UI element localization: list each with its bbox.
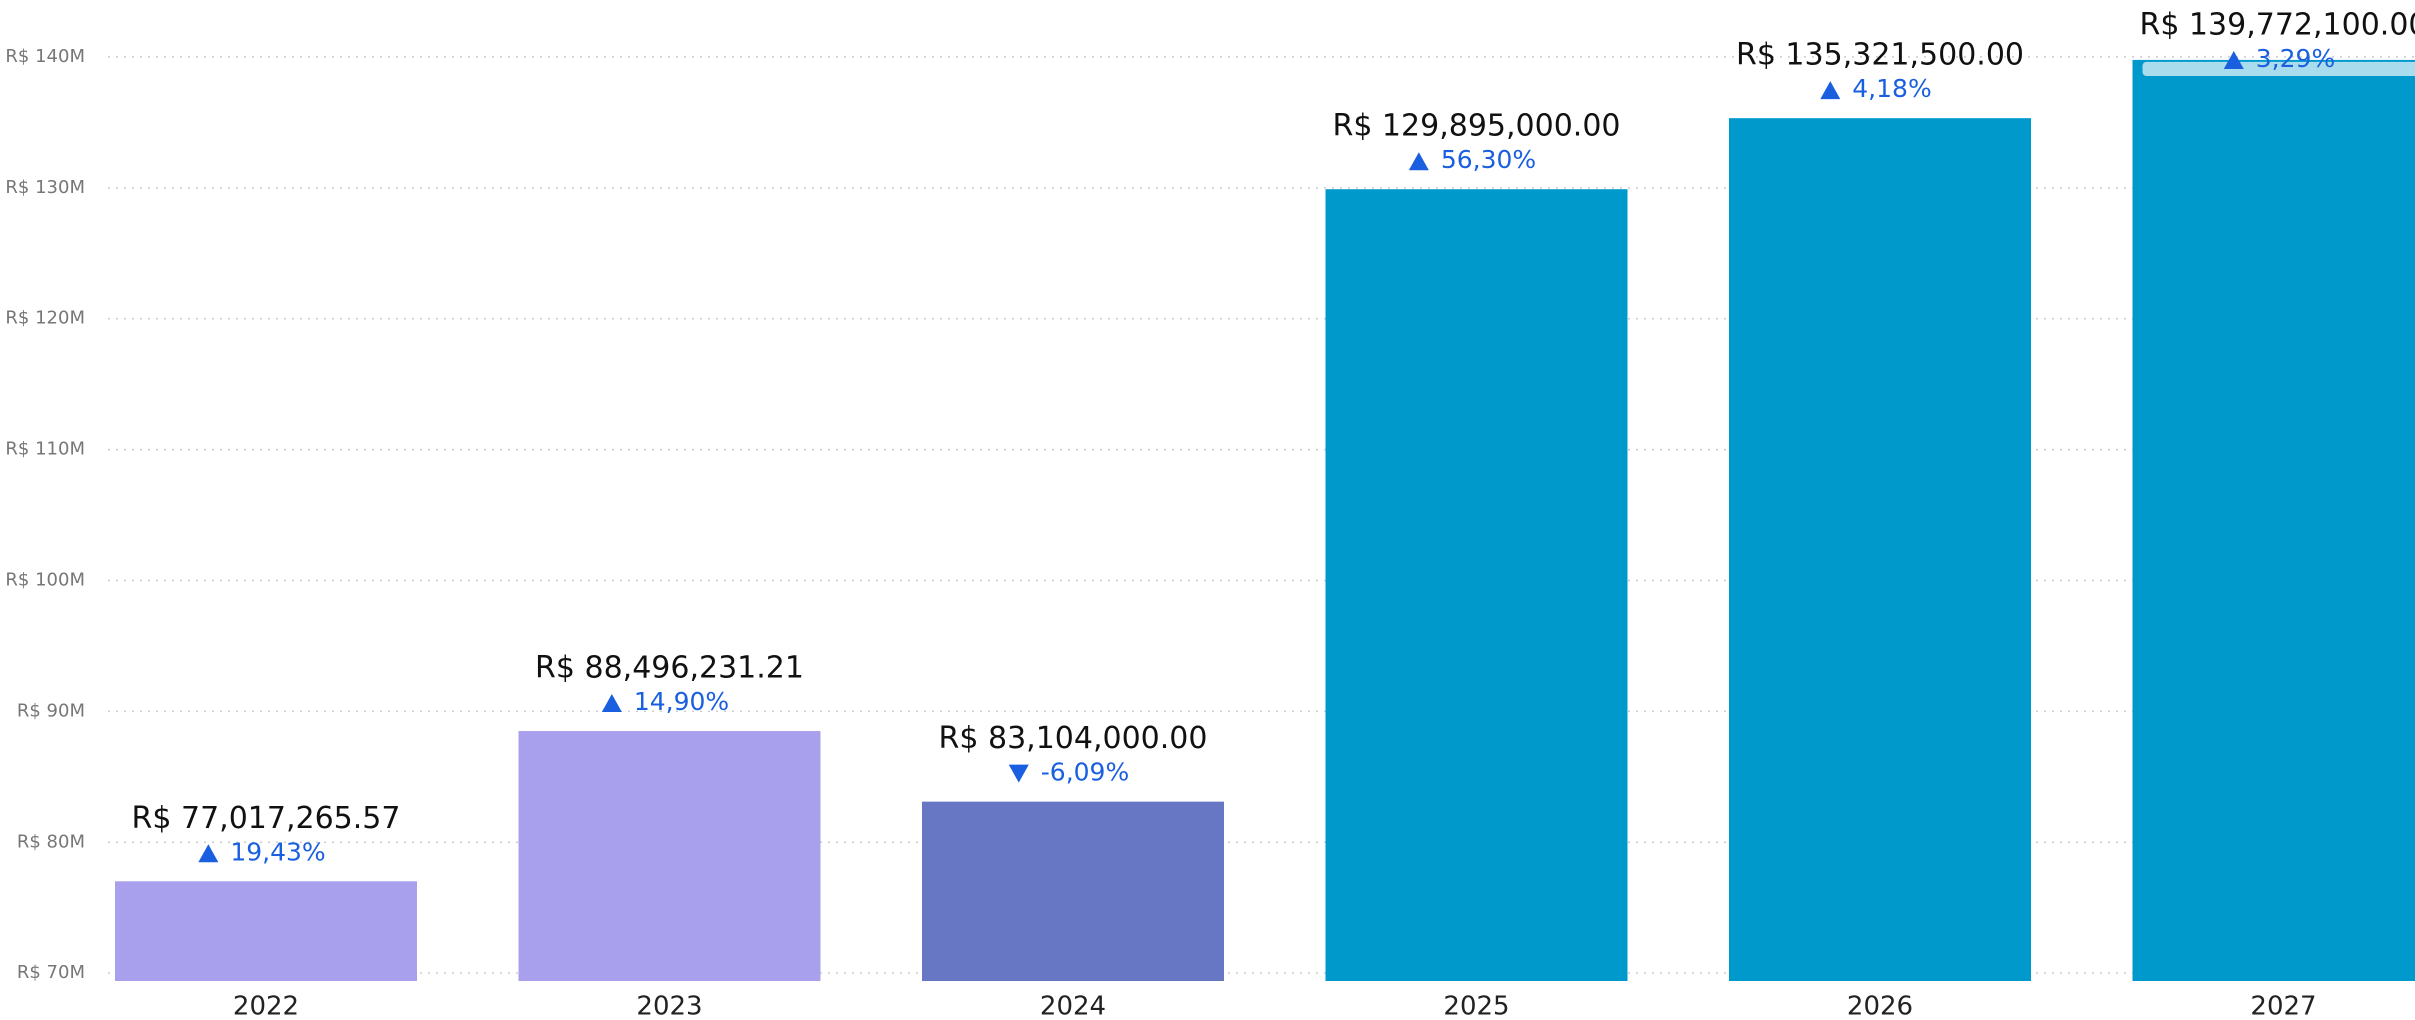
y-tick-label: R$ 90M [17,700,85,721]
x-tick-label: 2023 [636,992,702,1020]
x-tick-label: 2025 [1443,992,1509,1020]
label-background [2142,61,2415,76]
up-arrow [198,844,219,863]
change-label: 3,29% [2256,44,2335,73]
bar [2132,59,2415,981]
bar [518,731,821,981]
y-tick-label: R$ 130M [5,177,85,198]
down-arrow [1008,764,1029,783]
y-tick-label: R$ 100M [5,569,85,590]
value-label: R$ 88,496,231.21 [535,651,804,686]
y-tick-label: R$ 80M [17,831,85,852]
up-arrow [1408,152,1429,171]
bar [922,801,1224,981]
up-arrow [601,694,622,713]
y-tick-label: R$ 140M [5,46,85,67]
bar [1729,118,2031,981]
up-arrow [2223,51,2244,69]
value-label: R$ 135,321,500.00 [1736,38,2024,73]
value-label: R$ 129,895,000.00 [1332,109,1620,144]
y-tick-label: R$ 120M [5,308,85,329]
x-tick-label: 2024 [1040,992,1106,1020]
y-tick-label: R$ 110M [5,439,85,460]
x-tick-label: 2027 [2250,992,2316,1020]
change-label: 14,90% [634,687,729,716]
value-label: R$ 139,772,100.00 [2139,8,2415,43]
change-label: 56,30% [1441,145,1536,174]
x-tick-label: 2022 [233,992,299,1020]
bar [115,881,417,981]
bar [1325,189,1628,982]
y-tick-label: R$ 70M [17,962,85,983]
change-label: -6,09% [1041,758,1129,787]
value-label: R$ 77,017,265.57 [132,801,401,836]
x-tick-label: 2026 [1847,992,1913,1020]
up-arrow [1820,81,1841,100]
change-label: 19,43% [230,837,325,866]
value-label: R$ 83,104,000.00 [939,721,1208,756]
change-label: 4,18% [1852,74,1931,103]
